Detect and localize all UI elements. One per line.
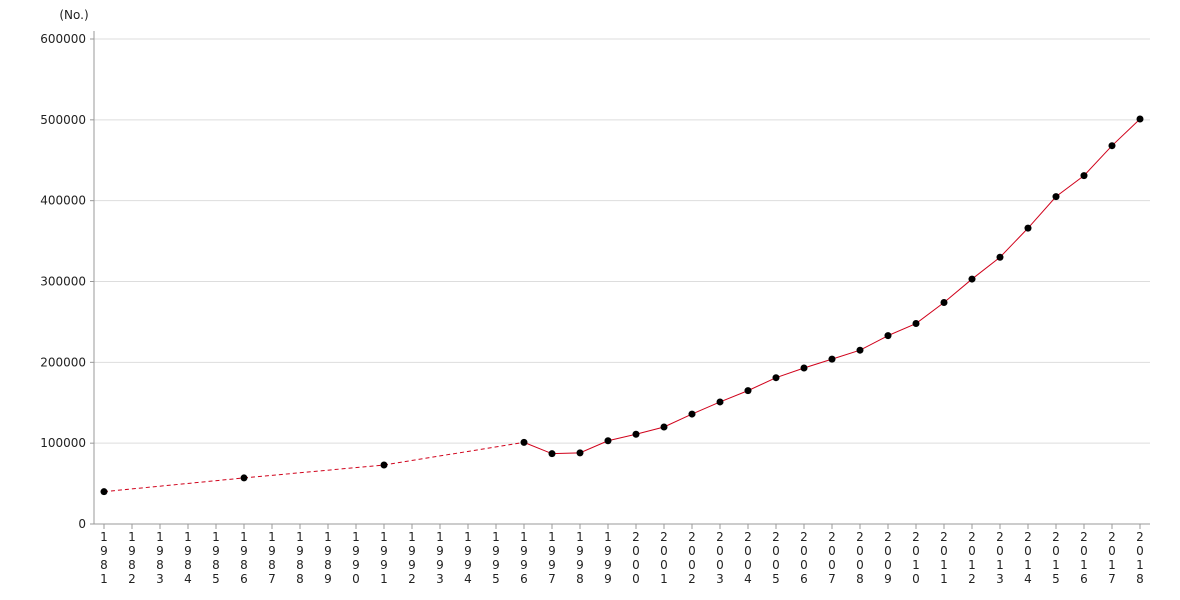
- data-point: [856, 346, 864, 354]
- y-tick-label: 500000: [40, 113, 86, 127]
- y-tick-label: 600000: [40, 32, 86, 46]
- data-point: [800, 364, 808, 372]
- data-point: [576, 449, 584, 457]
- y-tick-label: 0: [78, 517, 86, 531]
- data-point: [1024, 224, 1032, 232]
- data-point: [548, 450, 556, 458]
- data-point: [772, 374, 780, 382]
- data-point: [1052, 193, 1060, 201]
- gap-connector: [243, 464, 385, 479]
- data-point: [828, 355, 836, 363]
- data-point: [716, 398, 724, 406]
- data-point: [380, 461, 388, 469]
- data-point: [520, 438, 528, 446]
- data-point: [100, 488, 108, 496]
- data-point: [632, 430, 640, 438]
- data-point: [912, 320, 920, 328]
- data-point: [968, 275, 976, 283]
- data-point: [940, 299, 948, 307]
- data-point: [688, 410, 696, 418]
- y-tick-label: 400000: [40, 194, 86, 208]
- y-tick-label: 300000: [40, 275, 86, 289]
- data-point: [1080, 172, 1088, 180]
- data-point: [604, 437, 612, 445]
- y-unit-label: (No.): [59, 8, 88, 22]
- data-point: [996, 253, 1004, 261]
- y-tick-label: 200000: [40, 355, 86, 369]
- y-tick-label: 100000: [40, 436, 86, 450]
- series-line: [523, 118, 1141, 455]
- data-point: [1108, 142, 1116, 150]
- gap-connector: [383, 441, 525, 466]
- data-point: [660, 423, 668, 431]
- data-point: [744, 387, 752, 395]
- data-point: [1136, 115, 1144, 123]
- data-point: [884, 332, 892, 340]
- gap-connector: [103, 477, 245, 493]
- data-point: [240, 474, 248, 482]
